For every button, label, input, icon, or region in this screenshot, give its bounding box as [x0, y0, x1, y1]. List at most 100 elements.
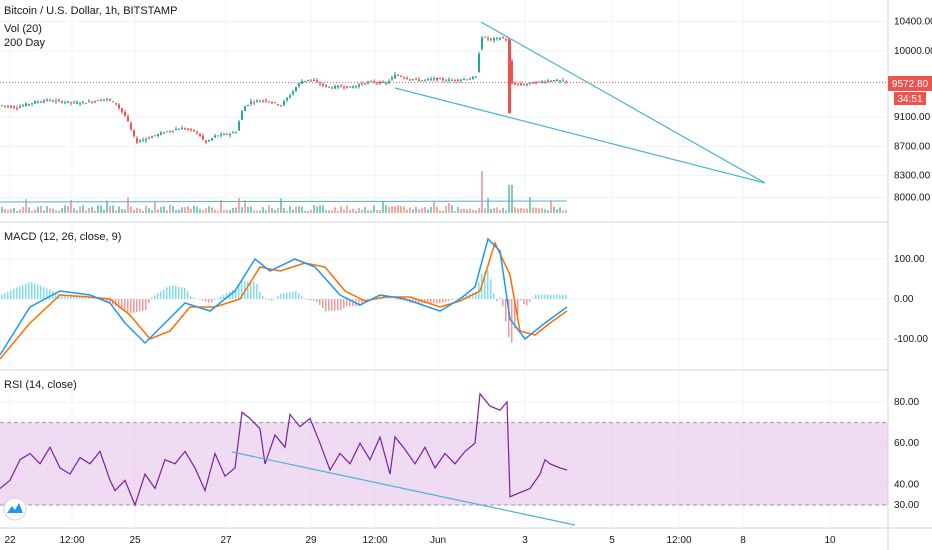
candle-body: [301, 81, 303, 84]
price-badge-text: 9572.80: [892, 79, 929, 90]
main-legend-title[interactable]: Bitcoin / U.S. Dollar, 1h, BITSTAMP: [4, 5, 177, 17]
candle-body: [250, 101, 252, 104]
volume-bar: [28, 207, 30, 213]
candle-body: [460, 79, 462, 81]
macd-histogram-bar: [505, 299, 507, 322]
volume-bar: [415, 206, 417, 213]
trendline-lower[interactable]: [394, 87, 766, 184]
volume-bar: [496, 207, 498, 213]
candle-body: [73, 102, 75, 104]
volume-bar: [133, 210, 135, 213]
candle-body: [541, 81, 543, 83]
time-tick-label: 12:00: [59, 535, 84, 546]
rsi-legend[interactable]: RSI (14, close): [4, 379, 77, 391]
volume-bar: [511, 185, 513, 213]
volume-bar: [313, 205, 315, 213]
candle-body: [67, 101, 69, 103]
macd-histogram-bar: [274, 298, 276, 299]
trendline-upper[interactable]: [480, 21, 766, 184]
macd-legend[interactable]: MACD (12, 26, close, 9): [4, 231, 121, 243]
candle-body: [562, 80, 564, 82]
volume-bar: [412, 209, 414, 213]
candle-body: [79, 103, 81, 105]
candle-body: [511, 60, 513, 84]
countdown-badge: [894, 92, 926, 105]
macd-histogram-bar: [433, 299, 435, 304]
macd-histogram-bar: [472, 292, 474, 299]
candle-body: [307, 79, 309, 81]
rsi-trendline[interactable]: [231, 451, 576, 526]
candle-body: [61, 101, 63, 103]
macd-histogram-bar: [97, 299, 99, 300]
volume-bar: [274, 209, 276, 213]
macd-histogram-bar: [247, 281, 249, 299]
candle-body: [319, 83, 321, 85]
candle-body: [412, 79, 414, 81]
volume-layer: [0, 171, 568, 213]
volume-bar: [262, 207, 264, 213]
macd-histogram-bar: [148, 299, 150, 303]
macd-histogram-bar: [34, 283, 36, 299]
trendline-layer[interactable]: [231, 21, 766, 526]
candle-body: [190, 128, 192, 130]
macd-histogram-bar: [166, 287, 168, 299]
macd-histogram-bar: [484, 272, 486, 299]
volume-bar: [535, 207, 537, 213]
macd-histogram-bar: [70, 295, 72, 299]
candle-body: [526, 84, 528, 86]
candle-body: [298, 83, 300, 87]
macd-histogram-bar: [136, 299, 138, 312]
volume-ma-line: [0, 200, 568, 203]
candle-body: [64, 102, 66, 104]
volume-bar: [460, 209, 462, 213]
candle-body: [178, 129, 180, 131]
volume-bar: [85, 210, 87, 213]
macd-histogram-bar: [403, 299, 405, 301]
volume-bar: [115, 210, 117, 213]
volume-legend[interactable]: Vol (20): [4, 23, 42, 35]
volume-bar: [523, 208, 525, 213]
candle-body: [4, 105, 6, 107]
tradingview-logo[interactable]: [3, 497, 27, 521]
volume-bar: [178, 209, 180, 213]
candle-body: [40, 101, 42, 103]
macd-tick-label: 100.00: [894, 254, 925, 265]
time-tick-label: 27: [220, 535, 232, 546]
volume-bar: [478, 207, 480, 213]
candle-body: [34, 101, 36, 104]
candle-body: [49, 99, 51, 101]
volume-bar: [103, 209, 105, 213]
macd-line: [0, 237, 568, 356]
candle-body: [1, 105, 3, 107]
volume-bar: [169, 205, 171, 213]
macd-tick-label: -100.00: [894, 334, 928, 345]
candle-body: [346, 86, 348, 89]
volume-bar: [109, 205, 111, 213]
volume-bar: [280, 198, 282, 213]
rsi-tick-label: 80.00: [894, 397, 919, 408]
price-tick-label: 9100.00: [894, 112, 931, 123]
volume-bar: [172, 205, 174, 213]
volume-bar: [286, 210, 288, 213]
volume-bar: [229, 209, 231, 213]
volume-bar: [508, 185, 510, 213]
macd-histogram-bar: [127, 299, 129, 313]
macd-histogram-bar: [88, 296, 90, 299]
candle-body: [205, 140, 207, 143]
macd-histogram-bar: [346, 299, 348, 307]
candle-body: [292, 91, 294, 94]
candle-body: [538, 81, 540, 83]
candle-body: [253, 102, 255, 104]
volume-bar: [550, 200, 552, 213]
volume-bar: [556, 209, 558, 213]
macd-tick-label: 0.00: [894, 294, 914, 305]
volume-bar: [385, 205, 387, 213]
macd-histogram-bar: [271, 299, 273, 301]
macd-histogram-bar: [64, 294, 66, 299]
macd-histogram-bar: [451, 299, 453, 300]
volume-bar: [451, 205, 453, 213]
ma-legend[interactable]: 200 Day: [4, 37, 45, 49]
volume-bar: [64, 205, 66, 213]
